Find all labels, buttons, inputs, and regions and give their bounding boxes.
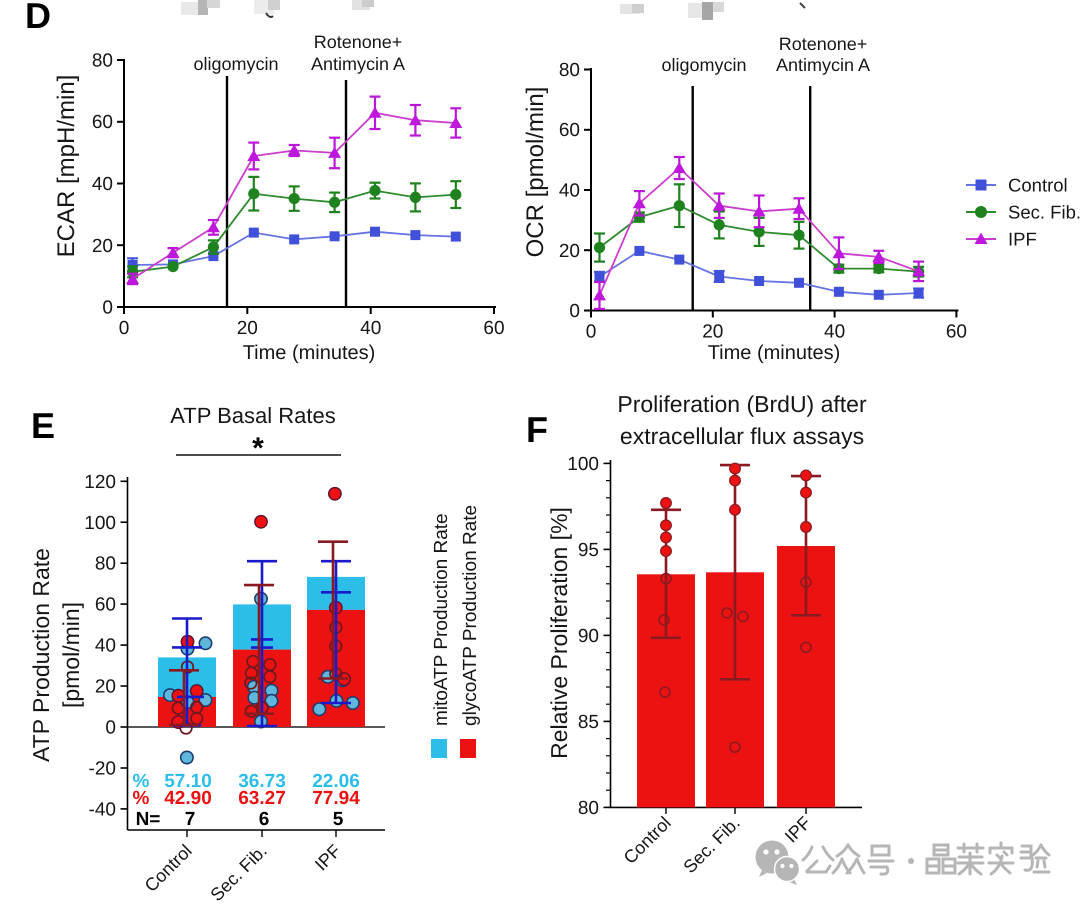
svg-text:60: 60 — [559, 120, 580, 141]
svg-text:60: 60 — [92, 112, 113, 133]
svg-text:[pmol/min]: [pmol/min] — [58, 602, 84, 708]
svg-text:40: 40 — [92, 174, 113, 195]
svg-text:20: 20 — [92, 236, 113, 257]
svg-text:N=: N= — [136, 809, 161, 830]
svg-text:60: 60 — [95, 595, 116, 616]
svg-text:120: 120 — [84, 472, 116, 493]
svg-text:%: % — [133, 788, 150, 809]
svg-text:-20: -20 — [89, 759, 116, 780]
svg-text:20: 20 — [237, 318, 258, 339]
svg-text:40: 40 — [824, 322, 845, 343]
svg-text:Sec. Fib.: Sec. Fib. — [1008, 202, 1080, 223]
svg-text:85: 85 — [578, 712, 599, 733]
svg-text:Antimycin A: Antimycin A — [776, 55, 870, 75]
svg-text:0: 0 — [586, 322, 597, 343]
svg-text:80: 80 — [92, 51, 113, 72]
svg-text:5: 5 — [333, 809, 344, 830]
svg-text:63.27: 63.27 — [238, 788, 286, 809]
svg-text:20: 20 — [702, 322, 723, 343]
svg-text:Rotenone+: Rotenone+ — [779, 34, 868, 54]
svg-text:77.94: 77.94 — [312, 788, 360, 809]
svg-text:glycoATP Production Rate: glycoATP Production Rate — [460, 505, 481, 726]
svg-text:oligomycin: oligomycin — [661, 55, 746, 75]
svg-text:D: D — [25, 0, 51, 36]
svg-text:oligomycin: oligomycin — [193, 54, 278, 74]
svg-text:ATP Production Rate: ATP Production Rate — [28, 548, 54, 762]
svg-text:57.10: 57.10 — [164, 771, 212, 792]
svg-text:80: 80 — [559, 60, 580, 81]
svg-text:42.90: 42.90 — [164, 788, 212, 809]
svg-text:60: 60 — [946, 322, 967, 343]
svg-text:Antimycin A: Antimycin A — [311, 54, 405, 74]
svg-text:7: 7 — [185, 809, 196, 830]
svg-text:0: 0 — [569, 301, 580, 322]
svg-text:60: 60 — [483, 318, 504, 339]
svg-text:ATP Basal Rates: ATP Basal Rates — [170, 403, 335, 428]
svg-text:Relative Proliferation [%]: Relative Proliferation [%] — [546, 507, 572, 759]
svg-text:F: F — [526, 409, 548, 450]
svg-text:40: 40 — [360, 318, 381, 339]
svg-text:Proliferation (BrdU) after: Proliferation (BrdU) after — [617, 391, 867, 417]
svg-text:0: 0 — [119, 318, 130, 339]
svg-text:ECAR [mpH/min]: ECAR [mpH/min] — [53, 75, 80, 258]
svg-text:100: 100 — [84, 513, 116, 534]
svg-text:Rotenone+: Rotenone+ — [314, 32, 403, 52]
svg-text:0: 0 — [105, 718, 116, 739]
svg-text:6: 6 — [259, 809, 270, 830]
svg-text:%: % — [133, 771, 150, 792]
svg-text:IPF: IPF — [1008, 229, 1037, 250]
svg-text:Time (minutes): Time (minutes) — [708, 342, 841, 364]
svg-text:22.06: 22.06 — [312, 771, 360, 792]
svg-text:40: 40 — [559, 181, 580, 202]
svg-text:Time (minutes): Time (minutes) — [243, 342, 376, 364]
svg-text:*: * — [252, 432, 264, 465]
svg-text:20: 20 — [559, 241, 580, 262]
svg-text:95: 95 — [578, 540, 599, 561]
svg-text:mitoATP Production Rate: mitoATP Production Rate — [431, 513, 452, 726]
svg-text:0: 0 — [102, 298, 113, 319]
svg-text:OCR [pmol/min]: OCR [pmol/min] — [522, 87, 549, 258]
svg-text:100: 100 — [567, 454, 599, 475]
svg-text:40: 40 — [95, 636, 116, 657]
svg-text:80: 80 — [578, 798, 599, 819]
svg-text:80: 80 — [95, 554, 116, 575]
svg-text:20: 20 — [95, 677, 116, 698]
svg-text:E: E — [31, 405, 55, 446]
svg-text:90: 90 — [578, 626, 599, 647]
svg-text:extracellular flux assays: extracellular flux assays — [620, 423, 864, 449]
svg-text:36.73: 36.73 — [238, 771, 286, 792]
svg-text:-40: -40 — [89, 799, 116, 820]
svg-text:Control: Control — [1008, 175, 1068, 196]
